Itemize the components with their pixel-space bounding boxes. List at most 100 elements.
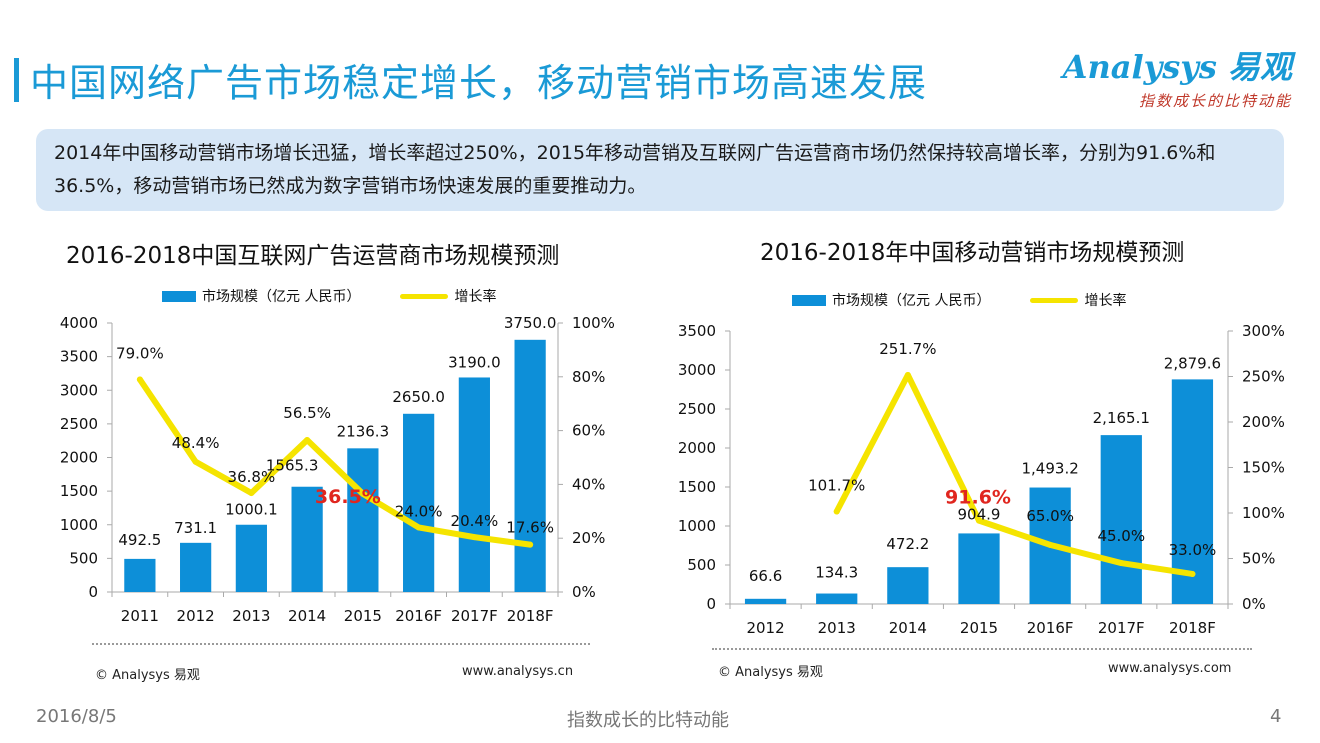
chart2-title: 2016-2018年中国移动营销市场规模预测 [760, 240, 1185, 266]
chart1-title: 2016-2018中国互联网广告运营商市场规模预测 [66, 243, 560, 269]
y-right-tick-label: 0% [572, 583, 596, 601]
growth-point [1118, 560, 1125, 567]
x-tick-label: 2015 [960, 619, 998, 637]
growth-line [833, 371, 1196, 577]
x-tick-label: 2017F [451, 607, 498, 625]
y-right-tick-label: 200% [1242, 413, 1285, 431]
growth-point [136, 376, 143, 383]
y-left-tick-label: 0 [706, 595, 716, 613]
y-left-tick-label: 1500 [60, 482, 98, 500]
growth-point [527, 541, 534, 548]
y-left-tick-label: 500 [687, 556, 716, 574]
y-right-tick-label: 0% [1242, 595, 1266, 613]
bar [887, 567, 929, 604]
bar-value-label: 492.5 [118, 531, 161, 549]
growth-point [415, 524, 422, 531]
y-right-tick-label: 80% [572, 368, 605, 386]
chart1-source-left: © Analysys 易观 [95, 668, 200, 683]
y-left-tick-label: 1000 [678, 517, 716, 535]
growth-rate-highlight-label: 91.6% [945, 487, 1011, 509]
x-tick-label: 2018F [1169, 619, 1216, 637]
bar [958, 533, 1000, 604]
y-left-tick-label: 3500 [60, 348, 98, 366]
x-tick-label: 2013 [232, 607, 270, 625]
y-right-tick-label: 100% [572, 314, 615, 332]
y-left-tick-label: 4000 [60, 314, 98, 332]
footer-date: 2016/8/5 [36, 706, 117, 727]
y-left-tick-label: 2500 [60, 415, 98, 433]
chart2-source-left: © Analysys 易观 [718, 665, 823, 680]
growth-rate-label: 33.0% [1169, 541, 1217, 559]
chart1-source-right: www.analysys.cn [462, 664, 574, 679]
growth-rate-label: 101.7% [808, 476, 865, 494]
footer-slogan: 指数成长的比特动能 [567, 710, 729, 731]
legend-bar-swatch [162, 290, 196, 302]
x-tick-label: 2014 [889, 619, 927, 637]
legend-bar-swatch [792, 294, 826, 306]
growth-rate-label: 251.7% [879, 340, 936, 358]
growth-rate-label: 20.4% [451, 512, 499, 530]
bar [514, 339, 546, 592]
bar [1171, 379, 1214, 604]
y-left-tick-label: 2000 [60, 449, 98, 467]
chart1-svg: 0 500 1000 1500 2000 2500 3000 3500 4000 0% 20% 40%… [60, 314, 615, 625]
growth-rate-label: 65.0% [1026, 507, 1074, 525]
growth-rate-label: 17.6% [506, 519, 554, 537]
growth-rate-highlight-label: 36.5% [315, 486, 381, 508]
chart2-legend: 市场规模（亿元 人民币） 增长率 [792, 290, 1126, 310]
y-left-tick-label: 0 [88, 583, 98, 601]
x-tick-label: 2015 [344, 607, 382, 625]
bar-value-label: 472.2 [886, 535, 929, 553]
y-right-tick-label: 50% [1242, 550, 1275, 568]
growth-point [833, 508, 840, 515]
chart2-svg: 0 500 1000 1500 2000 2500 3000 3500 0% 50% 100% 150… [678, 322, 1285, 637]
x-tick-label: 2016F [1027, 619, 1074, 637]
growth-rate-label: 48.4% [172, 434, 220, 452]
x-tick-label: 2016F [395, 607, 442, 625]
chart2-divider [712, 648, 1252, 650]
y-left-tick-label: 3500 [678, 322, 716, 340]
y-left-tick-label: 2000 [678, 439, 716, 457]
bar [816, 593, 858, 604]
x-tick-label: 2012 [746, 619, 784, 637]
x-tick-label: 2012 [177, 607, 215, 625]
page-title: 中国网络广告市场稳定增长，移动营销市场高速发展 [30, 61, 928, 105]
logo-wordmark: Analysys 易观 [1062, 48, 1292, 86]
x-tick-label: 2014 [288, 607, 326, 625]
bar-value-label: 3190.0 [448, 353, 501, 371]
bar [403, 413, 435, 592]
y-left-tick-label: 1500 [678, 478, 716, 496]
bar-value-label: 3750.0 [504, 314, 557, 332]
y-left-tick-label: 3000 [678, 361, 716, 379]
growth-point [1047, 541, 1054, 548]
footer-page-number: 4 [1270, 706, 1282, 727]
bar-value-label: 2650.0 [392, 388, 445, 406]
y-right-tick-label: 60% [572, 422, 605, 440]
x-tick-label: 2011 [121, 607, 159, 625]
legend-bar-label: 市场规模（亿元 人民币） [832, 293, 991, 309]
bar [1100, 435, 1142, 604]
x-tick-label: 2017F [1098, 619, 1145, 637]
bar-value-label: 2,165.1 [1093, 409, 1150, 427]
growth-point [904, 371, 911, 378]
legend-line-label: 增长率 [454, 289, 497, 305]
growth-point [471, 534, 478, 541]
y-right-tick-label: 20% [572, 529, 605, 547]
logo-slogan: 指数成长的比特动能 [1138, 92, 1292, 110]
x-tick-label: 2013 [818, 619, 856, 637]
chart1-legend: 市场规模（亿元 人民币） 增长率 [162, 286, 496, 306]
legend-line-swatch [400, 293, 449, 299]
summary-box: 2014年中国移动营销市场增长迅猛，增长率超过250%，2015年移动营销及互联… [36, 129, 1284, 211]
x-tick-label: 2018F [507, 607, 554, 625]
legend-line-swatch [1030, 297, 1079, 303]
bar-value-label: 731.1 [174, 519, 217, 537]
bar [124, 558, 156, 592]
growth-rate-label: 36.8% [228, 468, 276, 486]
growth-point [1189, 570, 1196, 577]
bar [458, 377, 490, 592]
bar-value-label: 1,493.2 [1022, 460, 1079, 478]
y-left-tick-label: 500 [69, 549, 98, 567]
y-left-tick-label: 2500 [678, 400, 716, 418]
bar-value-label: 904.9 [958, 505, 1001, 523]
logo: Analysys 易观 指数成长的比特动能 [1063, 42, 1292, 111]
